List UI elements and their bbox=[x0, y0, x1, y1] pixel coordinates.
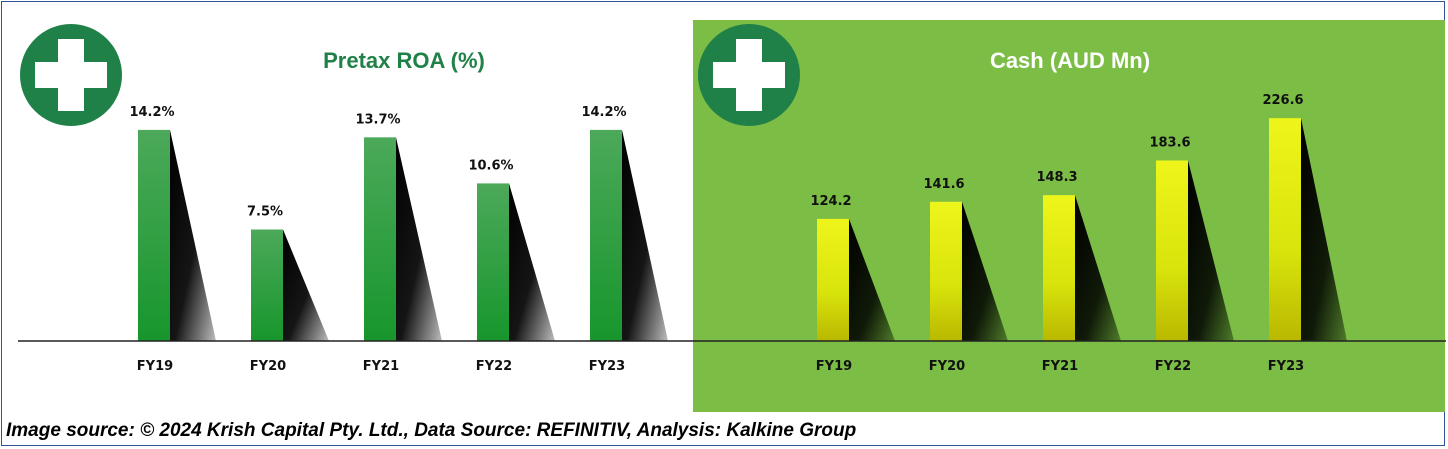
category-label: FY22 bbox=[476, 359, 512, 374]
bar-fy19 bbox=[138, 129, 170, 341]
category-label: FY23 bbox=[589, 359, 625, 374]
data-label: 124.2 bbox=[810, 194, 851, 209]
category-label: FY19 bbox=[816, 359, 852, 374]
bar-fy20 bbox=[251, 229, 283, 341]
bar-shadow bbox=[1188, 160, 1234, 341]
data-label: 10.6% bbox=[468, 158, 513, 173]
bar-fy22 bbox=[1156, 160, 1188, 341]
category-label: FY21 bbox=[363, 359, 399, 374]
roa-chart-title: Pretax ROA (%) bbox=[323, 48, 485, 73]
category-label: FY23 bbox=[1268, 359, 1304, 374]
category-label: FY19 bbox=[137, 359, 173, 374]
bar-fy22 bbox=[477, 183, 509, 341]
bar-shadow bbox=[283, 229, 329, 341]
bar-shadow bbox=[849, 218, 895, 341]
plus-cross-icon bbox=[698, 24, 800, 126]
data-label: 14.2% bbox=[129, 105, 174, 120]
bar-fy23 bbox=[1269, 118, 1301, 341]
bar-fy20 bbox=[930, 201, 962, 341]
category-label: FY20 bbox=[250, 359, 286, 374]
cash-bars: 124.2 FY19 141.6 FY20 148.3 FY21 183.6 FY22 226.… bbox=[810, 93, 1347, 374]
data-label: 7.5% bbox=[247, 205, 283, 220]
category-label: FY21 bbox=[1042, 359, 1078, 374]
plus-cross-icon bbox=[20, 24, 122, 126]
bar-fy19 bbox=[817, 218, 849, 341]
data-label: 148.3 bbox=[1036, 170, 1077, 185]
data-label: 183.6 bbox=[1149, 135, 1190, 150]
cash-chart-title: Cash (AUD Mn) bbox=[990, 48, 1150, 73]
data-label: 14.2% bbox=[581, 105, 626, 120]
bar-fy23 bbox=[590, 129, 622, 341]
bar-shadow bbox=[622, 129, 668, 341]
bar-fy21 bbox=[364, 137, 396, 341]
category-label: FY20 bbox=[929, 359, 965, 374]
bar-shadow bbox=[1301, 118, 1347, 341]
roa-bars: 14.2% FY19 7.5% FY20 13.7% FY21 10.6% FY22 14.2%… bbox=[129, 105, 668, 374]
data-label: 13.7% bbox=[355, 112, 400, 127]
bar-shadow bbox=[170, 129, 216, 341]
bar-shadow bbox=[509, 183, 555, 341]
bar-fy21 bbox=[1043, 195, 1075, 341]
bar-shadow bbox=[396, 137, 442, 341]
category-label: FY22 bbox=[1155, 359, 1191, 374]
bar-shadow bbox=[962, 201, 1008, 341]
bar-shadow bbox=[1075, 195, 1121, 341]
source-caption: Image source: © 2024 Krish Capital Pty. … bbox=[6, 420, 857, 441]
data-label: 226.6 bbox=[1262, 93, 1303, 108]
data-label: 141.6 bbox=[923, 177, 964, 192]
